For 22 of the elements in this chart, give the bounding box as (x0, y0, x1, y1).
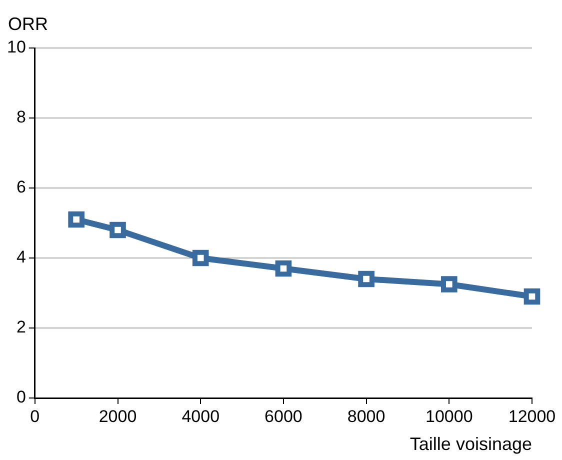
y-tick-label: 2 (16, 318, 26, 337)
point (68, 211, 84, 228)
y-tick-label: 0 (16, 388, 26, 407)
x-tick-label: 12000 (508, 406, 556, 426)
point (110, 222, 126, 238)
y-tick-label: 4 (16, 248, 26, 267)
x-tick-label: 10000 (426, 406, 473, 426)
y-tick-label: 8 (16, 108, 26, 127)
x-tick-label: 4000 (182, 406, 220, 426)
point (358, 270, 374, 288)
y-tick-label: 10 (6, 38, 26, 57)
x-tick-label: 8000 (347, 406, 386, 426)
y-axis-title: ORR (8, 14, 48, 34)
point (440, 276, 458, 292)
y-tick-label: 6 (16, 178, 26, 197)
x-tick-label: 0 (30, 406, 40, 426)
point (524, 288, 540, 305)
point (192, 250, 209, 266)
x-tick-label: 6000 (264, 406, 302, 426)
x-tick-label: 2000 (98, 406, 137, 426)
point (275, 260, 292, 277)
x-axis-title: Taille voisinage (410, 434, 532, 454)
